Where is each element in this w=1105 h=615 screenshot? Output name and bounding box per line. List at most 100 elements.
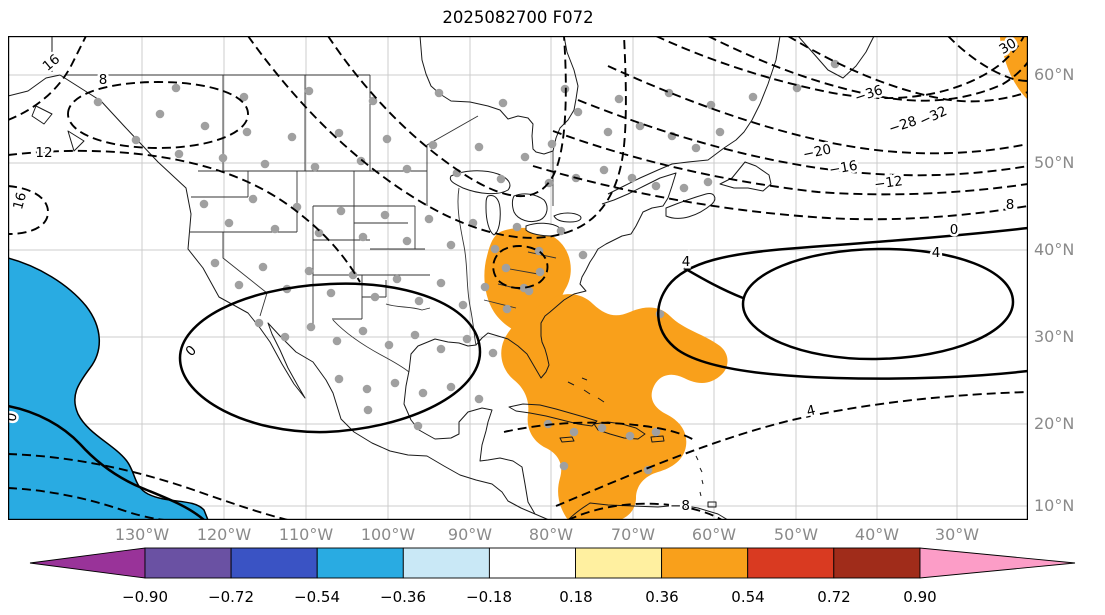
- station-dot: [520, 152, 530, 162]
- x-tick-label: 120°W: [196, 525, 252, 544]
- station-dot: [306, 322, 316, 332]
- x-tick-label: 30°W: [934, 525, 980, 544]
- station-dot: [363, 405, 373, 415]
- station-dot: [280, 332, 290, 342]
- station-dot: [446, 382, 456, 392]
- colorbar-segment: [747, 547, 835, 579]
- station-dot: [474, 142, 484, 152]
- colorbar-tick-label: −0.72: [208, 588, 254, 606]
- colorbar-tick-label: −0.18: [466, 588, 512, 606]
- station-dot: [410, 330, 420, 340]
- station-dot: [248, 194, 258, 204]
- station-dot: [380, 210, 390, 220]
- positive-fill-region: [501, 294, 728, 520]
- station-dot: [496, 174, 506, 184]
- station-dot: [402, 164, 412, 174]
- station-dot: [706, 100, 716, 110]
- colorbar-segment: [230, 547, 318, 579]
- station-dot: [384, 340, 394, 350]
- station-dot: [326, 288, 336, 298]
- station-dot: [635, 121, 645, 131]
- station-dot: [434, 88, 444, 98]
- colorbar-segment: [661, 547, 749, 579]
- x-tick-label: 70°W: [610, 525, 656, 544]
- station-dot: [218, 153, 228, 163]
- station-dot: [462, 334, 472, 344]
- colorbar-tick-label: 0.18: [559, 588, 592, 606]
- station-dot: [578, 250, 588, 260]
- contour-label: 16: [10, 191, 30, 212]
- colorbar-segment: [488, 547, 576, 579]
- station-dot: [304, 266, 314, 276]
- station-dot: [519, 283, 529, 293]
- station-dot: [703, 177, 713, 187]
- station-dot: [480, 282, 490, 292]
- station-dot: [490, 244, 500, 254]
- station-dot: [171, 83, 181, 93]
- colorbar: −0.90 −0.72 −0.54 −0.36 −0.18 0.18 0.36 …: [29, 547, 1076, 606]
- station-dot: [332, 336, 342, 346]
- station-dot: [358, 326, 368, 336]
- dashed-contours: [8, 36, 1028, 520]
- station-dot: [224, 218, 234, 228]
- plot-title: 2025082700 F072: [442, 8, 594, 27]
- colorbar-segment: [575, 547, 663, 579]
- filled-regions: [8, 36, 1028, 520]
- station-dot: [512, 222, 522, 232]
- station-dot: [287, 132, 297, 142]
- colorbar-segment: [833, 547, 921, 579]
- islands-and-south-america: [567, 377, 729, 520]
- station-dot: [428, 140, 438, 150]
- contour-label: −28: [887, 113, 919, 137]
- colorbar-tick-label: −0.54: [294, 588, 340, 606]
- map-plot: 16 8 12 16 −36 −32 −28 −20 −16 −12 8 0 4…: [8, 36, 1028, 520]
- colorbar-tick-label: −0.36: [380, 588, 426, 606]
- plot-border: [8, 36, 1028, 520]
- station-dot: [651, 427, 661, 437]
- solid-contours: [8, 226, 1028, 520]
- station-dot: [651, 181, 661, 191]
- station-dot: [336, 206, 346, 216]
- colorbar-ticks: −0.90 −0.72 −0.54 −0.36 −0.18 0.18 0.36 …: [122, 588, 937, 606]
- station-dot: [258, 262, 268, 272]
- x-tick-label: 110°W: [278, 525, 334, 544]
- station-dot: [599, 165, 609, 175]
- x-tick-label: 90°W: [447, 525, 493, 544]
- coastline-gulf-east: [403, 172, 677, 515]
- station-dots: [93, 59, 840, 475]
- negative-fill-region: [8, 257, 209, 520]
- contour-label: 4: [932, 245, 941, 261]
- x-tick-label: 40°W: [854, 525, 900, 544]
- contour-label: 0: [950, 222, 959, 238]
- solid-contour-set: [8, 226, 1028, 520]
- colorbar-segment: [316, 547, 404, 579]
- station-dot: [413, 421, 423, 431]
- colorbar-tick-label: 0.54: [731, 588, 764, 606]
- contour-label: 8: [1006, 197, 1015, 213]
- station-dot: [715, 127, 725, 137]
- station-dot: [474, 394, 484, 404]
- contour-label: 16: [40, 51, 63, 74]
- station-dot: [547, 139, 557, 149]
- colorbar-segment: [144, 547, 232, 579]
- contour-label: −8: [670, 498, 690, 514]
- station-dot: [830, 59, 840, 69]
- station-dot: [424, 214, 434, 224]
- station-dot: [174, 149, 184, 159]
- station-dot: [270, 224, 280, 234]
- great-lakes: [449, 170, 582, 237]
- station-dot: [569, 427, 579, 437]
- contour-label: −16: [828, 158, 859, 179]
- station-dot: [446, 240, 456, 250]
- coastline-greenland: [797, 36, 875, 79]
- coastlines: [8, 36, 875, 520]
- station-dot: [573, 107, 583, 117]
- station-dot: [239, 92, 249, 102]
- coastline-hudson-bay: [419, 36, 579, 155]
- contour-label: 4: [682, 254, 691, 270]
- y-tick-label: 30°N: [1034, 327, 1075, 346]
- station-dot: [414, 296, 424, 306]
- colorbar-left-arrow: [29, 547, 146, 579]
- station-dot: [356, 156, 366, 166]
- coastline-alaska: [8, 36, 85, 152]
